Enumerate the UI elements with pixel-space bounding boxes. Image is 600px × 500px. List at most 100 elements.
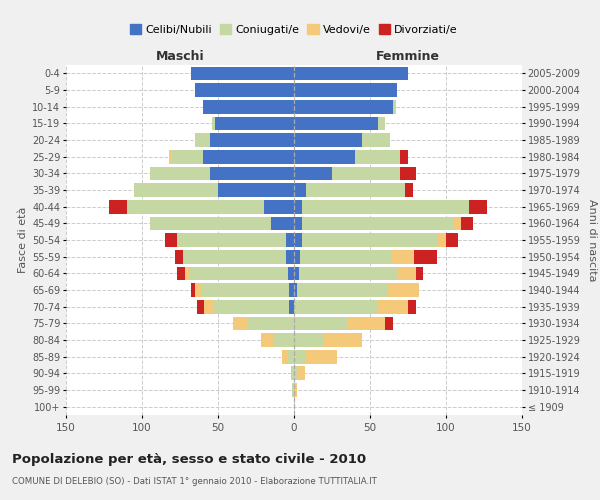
Bar <box>134 183 218 197</box>
Bar <box>211 133 294 147</box>
Bar <box>294 100 393 114</box>
Bar <box>306 183 405 197</box>
Bar <box>294 183 306 197</box>
Y-axis label: Fasce di età: Fasce di età <box>18 207 28 273</box>
Bar <box>294 316 347 330</box>
Bar <box>177 266 185 280</box>
Bar <box>214 300 289 314</box>
Text: COMUNE DI DELEBIO (SO) - Dati ISTAT 1° gennaio 2010 - Elaborazione TUTTITALIA.IT: COMUNE DI DELEBIO (SO) - Dati ISTAT 1° g… <box>12 478 377 486</box>
Bar <box>185 266 189 280</box>
Bar <box>195 133 211 147</box>
Y-axis label: Anni di nascita: Anni di nascita <box>587 198 597 281</box>
Bar <box>286 233 294 247</box>
Bar <box>385 316 393 330</box>
Bar <box>177 233 286 247</box>
Bar <box>189 266 288 280</box>
Bar <box>294 133 362 147</box>
Bar <box>297 283 388 297</box>
Bar <box>233 316 248 330</box>
Bar <box>294 350 306 364</box>
Bar <box>377 300 408 314</box>
Bar <box>197 300 205 314</box>
Bar <box>294 66 408 80</box>
Bar <box>388 283 419 297</box>
Bar <box>203 150 294 164</box>
Bar <box>183 250 286 264</box>
Bar <box>169 150 172 164</box>
Bar <box>306 350 337 364</box>
Bar <box>260 333 273 347</box>
Bar <box>289 300 294 314</box>
Bar <box>377 116 385 130</box>
Bar <box>332 166 400 180</box>
Bar <box>292 383 294 397</box>
Bar <box>286 250 294 264</box>
Text: Femmine: Femmine <box>376 50 440 64</box>
Bar <box>218 183 294 197</box>
Bar <box>400 150 408 164</box>
Bar <box>211 166 294 180</box>
Bar <box>294 166 332 180</box>
Bar <box>461 216 473 230</box>
Bar <box>355 150 400 164</box>
Bar <box>205 300 214 314</box>
Bar <box>195 83 294 97</box>
Text: Maschi: Maschi <box>155 50 205 64</box>
Bar <box>288 350 294 364</box>
Bar <box>405 183 413 197</box>
Bar <box>302 200 469 213</box>
Bar <box>248 316 294 330</box>
Bar <box>294 216 302 230</box>
Bar <box>203 100 294 114</box>
Bar <box>282 350 288 364</box>
Bar <box>127 200 263 213</box>
Bar <box>294 383 297 397</box>
Bar <box>300 250 391 264</box>
Bar <box>288 266 294 280</box>
Bar <box>294 150 355 164</box>
Bar <box>165 233 177 247</box>
Bar <box>393 100 396 114</box>
Bar <box>391 250 414 264</box>
Bar <box>439 233 446 247</box>
Bar <box>362 133 390 147</box>
Bar <box>109 200 127 213</box>
Bar <box>397 266 416 280</box>
Bar <box>408 300 416 314</box>
Bar <box>201 283 289 297</box>
Bar <box>149 166 211 180</box>
Bar <box>325 333 362 347</box>
Bar <box>149 216 271 230</box>
Bar <box>294 266 299 280</box>
Bar <box>212 116 215 130</box>
Bar <box>289 283 294 297</box>
Bar <box>302 216 454 230</box>
Bar <box>191 66 294 80</box>
Bar <box>294 116 377 130</box>
Bar <box>469 200 487 213</box>
Bar <box>294 233 302 247</box>
Bar <box>271 216 294 230</box>
Bar <box>294 283 297 297</box>
Bar <box>191 283 195 297</box>
Bar <box>400 166 416 180</box>
Bar <box>347 316 385 330</box>
Bar <box>454 216 461 230</box>
Legend: Celibi/Nubili, Coniugati/e, Vedovi/e, Divorziati/e: Celibi/Nubili, Coniugati/e, Vedovi/e, Di… <box>128 22 460 37</box>
Bar <box>175 250 183 264</box>
Bar <box>291 366 294 380</box>
Bar <box>263 200 294 213</box>
Bar <box>299 266 397 280</box>
Bar <box>294 83 397 97</box>
Bar <box>297 366 305 380</box>
Bar <box>294 300 377 314</box>
Bar <box>195 283 201 297</box>
Bar <box>172 150 203 164</box>
Bar <box>215 116 294 130</box>
Bar <box>273 333 294 347</box>
Text: Popolazione per età, sesso e stato civile - 2010: Popolazione per età, sesso e stato civil… <box>12 452 366 466</box>
Bar <box>416 266 423 280</box>
Bar <box>294 366 297 380</box>
Bar <box>294 200 302 213</box>
Bar <box>446 233 458 247</box>
